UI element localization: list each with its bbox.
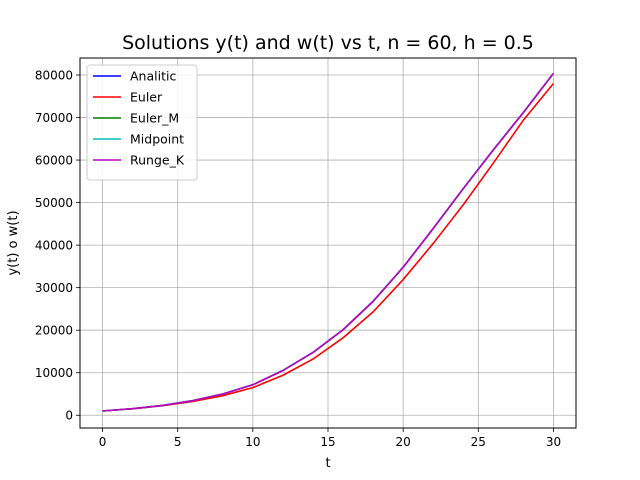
x-tick-label: 15 xyxy=(320,435,335,449)
y-tick-label: 70000 xyxy=(35,111,73,125)
y-tick-label: 60000 xyxy=(35,154,73,168)
series-lines xyxy=(102,72,555,412)
y-axis-ticks: 0 10000 20000 30000 40000 50000 60000 70000 8000… xyxy=(35,69,80,423)
legend-label: Midpoint xyxy=(130,132,184,147)
x-tick-label: 25 xyxy=(471,435,486,449)
x-axis-label: t xyxy=(325,456,330,471)
series-line-runge-k xyxy=(102,72,555,412)
y-tick-label: 80000 xyxy=(35,69,73,83)
chart-title: Solutions y(t) and w(t) vs t, n = 60, h … xyxy=(122,32,534,54)
x-tick-label: 0 xyxy=(99,435,107,449)
legend: Analitic Euler Euler_M Midpoint Runge_K xyxy=(86,64,198,181)
y-tick-label: 30000 xyxy=(35,281,73,295)
legend-label: Euler xyxy=(130,90,163,105)
legend-label: Euler_M xyxy=(130,111,179,126)
y-tick-label: 50000 xyxy=(35,196,73,210)
x-axis-ticks: 0 5 10 15 20 25 30 xyxy=(99,428,561,449)
legend-label: Runge_K xyxy=(130,153,185,168)
x-tick-label: 30 xyxy=(546,435,561,449)
y-axis-label: y(t) o w(t) xyxy=(6,210,21,275)
x-tick-label: 10 xyxy=(245,435,260,449)
y-tick-label: 10000 xyxy=(35,366,73,380)
legend-label: Analitic xyxy=(130,69,176,84)
grid xyxy=(80,58,576,428)
x-tick-label: 20 xyxy=(396,435,411,449)
y-tick-label: 40000 xyxy=(35,239,73,253)
y-tick-label: 20000 xyxy=(35,324,73,338)
x-tick-label: 5 xyxy=(174,435,182,449)
legend-box xyxy=(86,64,198,181)
y-tick-label: 0 xyxy=(65,409,73,423)
